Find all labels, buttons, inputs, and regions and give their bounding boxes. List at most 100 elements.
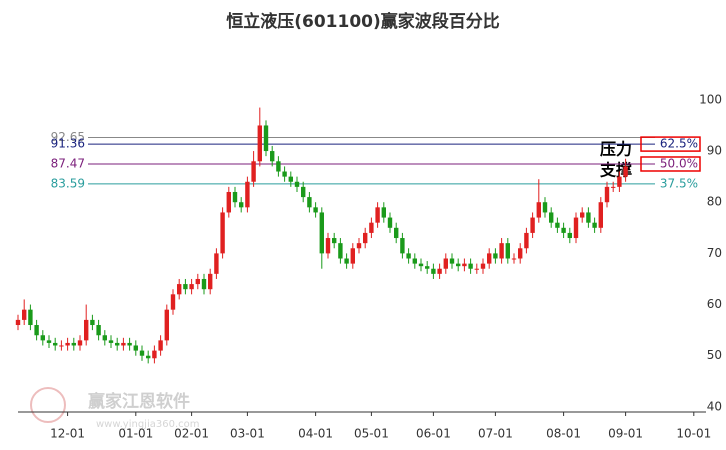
y-tick-label: 70 [707,246,722,260]
candle-body [214,253,219,274]
candle-body [542,202,548,213]
candle-body [462,263,467,267]
x-tick-label: 09-01 [608,427,643,441]
candle-body [15,319,21,326]
x-tick-label: 10-01 [676,427,711,441]
watermark-url: www.yingjia360.com [96,419,200,430]
candle-body [586,212,591,223]
candle-body [158,340,163,351]
candle-body [40,335,45,341]
level-value: 83.59 [51,176,85,190]
y-tick-label: 90 [707,144,722,158]
candle-body [412,258,417,264]
candle-body [536,202,541,218]
candle-body [226,191,231,213]
candle-body [164,309,169,341]
candle-body [611,186,616,188]
candle-body [90,319,95,326]
candle-body [65,342,70,346]
candle-body [443,258,448,269]
x-tick-label: 02-01 [174,427,209,441]
x-tick-label: 03-01 [230,427,265,441]
candle-body [555,222,560,228]
candle-body [431,268,436,274]
x-tick-label: 06-01 [416,427,451,441]
y-tick-label: 40 [707,399,722,413]
y-tick-label: 100 [699,92,722,106]
candle-body [201,278,207,290]
x-tick-label: 01-01 [118,427,153,441]
candle-body [505,243,510,259]
candle-body [499,243,504,259]
candle-body [400,238,405,254]
candle-body [437,268,442,274]
candle-body [425,266,430,269]
candle-body [251,161,256,182]
candle-body [220,212,225,254]
candle-body [133,345,138,351]
candle-body [592,222,597,228]
candle-body [406,253,411,259]
candle-body [307,197,312,208]
level-value: 87.47 [51,156,85,170]
x-tick-label: 12-01 [50,427,85,441]
candle-body [530,217,535,233]
candle-body [580,212,585,218]
level-percent: 62.5% [660,137,698,151]
candle-body [301,186,306,198]
x-tick-label: 05-01 [354,427,389,441]
candle-body [77,340,83,346]
candle-body [28,309,33,326]
watermark: 赢家江恩软件 www.yingjia360.com [30,387,200,430]
candle-body [387,217,393,228]
y-tick-label: 80 [707,195,722,209]
candle-body [245,181,250,208]
candle-body [350,248,355,264]
candle-body [59,345,64,347]
candle-body [276,161,281,172]
candle-body [468,263,473,269]
x-tick-label: 07-01 [478,427,513,441]
resistance-label: 压力 [600,140,632,159]
level-box [640,156,701,172]
candle-body [152,350,157,359]
candle-body [146,355,151,359]
candle-body [394,227,399,239]
level-value: 92.65 [51,130,85,144]
candle-body [623,166,628,177]
candle-body [288,176,293,182]
candle-body [567,232,572,239]
candle-body [344,258,349,264]
watermark-text: 赢家江恩软件 [88,391,190,412]
candle-body [22,309,27,320]
candle-body [195,278,200,285]
level-percent: 37.5% [660,176,698,190]
candle-body [598,202,603,228]
candle-body [84,319,89,341]
candle-body [480,263,486,269]
candle-body [177,284,182,295]
candle-body [46,340,52,343]
candle-body [96,325,101,336]
level-box [640,136,701,152]
candle-body [375,207,380,223]
x-tick-label: 04-01 [298,427,333,441]
candle-body [183,284,188,290]
candle-body [332,238,337,244]
candle-body [604,186,610,203]
candle-body [108,340,114,343]
candle-body [170,294,176,310]
candle-body [573,217,579,239]
candle-body [121,342,126,346]
candle-body [313,207,318,213]
level-percent: 50.0% [660,156,698,170]
candle-body [561,227,566,233]
candle-body [53,342,58,346]
candle-body [456,263,461,267]
y-tick-label: 50 [707,348,722,362]
candle-body [549,212,554,223]
x-tick-label: 08-01 [546,427,581,441]
candle-body [356,243,362,249]
candle-body [524,232,529,249]
